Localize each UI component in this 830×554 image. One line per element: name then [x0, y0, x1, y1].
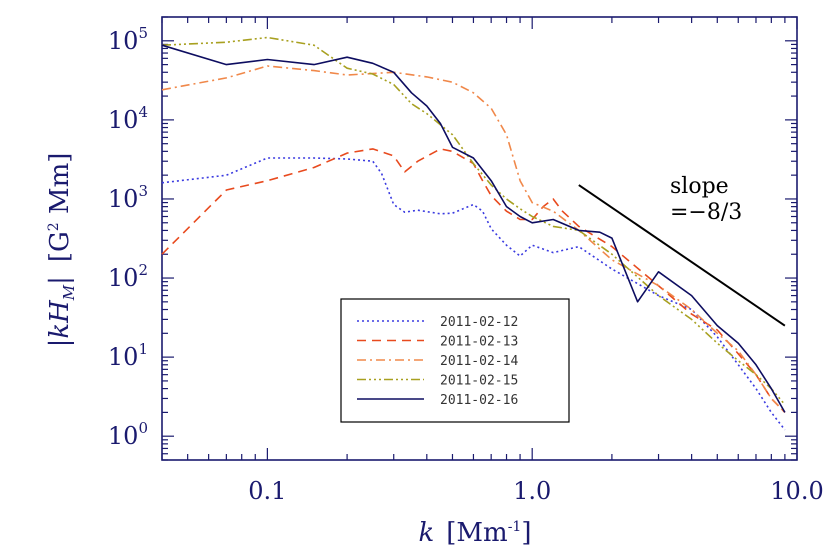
legend-label: 2011-02-14	[440, 354, 518, 369]
slope-value: =−8/3	[670, 200, 742, 225]
x-axis-title: k [Mm-1]	[419, 518, 532, 548]
plot-frame	[161, 16, 798, 461]
legend-label: 2011-02-15	[440, 374, 518, 389]
y-tick-label: 101	[108, 340, 148, 371]
series-line-2011-02-16	[161, 44, 786, 413]
y-tick-label: 100	[108, 419, 148, 450]
series-layer	[161, 36, 786, 431]
series-line-2011-02-14	[161, 65, 786, 413]
y-tick-label: 105	[108, 24, 148, 55]
legend-label: 2011-02-13	[440, 335, 518, 350]
axis-ticks: 0.1 1.0 10.0 100 101 102 103 104 105	[108, 16, 824, 505]
reference-slope-line	[578, 184, 786, 327]
reference-layer	[578, 184, 786, 327]
y-axis-title: |kHM|[G2 Mm]	[45, 153, 78, 348]
y-tick-label: 103	[108, 182, 148, 213]
legend-label: 2011-02-16	[440, 393, 518, 408]
series-line-2011-02-15	[161, 36, 786, 406]
x-tick-label: 0.1	[248, 477, 286, 505]
legend-label: 2011-02-12	[440, 315, 518, 330]
series-line-2011-02-13	[161, 148, 786, 413]
x-tick-label: 10.0	[770, 477, 823, 505]
y-tick-label: 104	[108, 103, 148, 134]
legend: 2011-02-12 2011-02-13 2011-02-14 2011-02-15…	[340, 298, 570, 423]
series-line-2011-02-12	[161, 157, 786, 431]
x-tick-label: 1.0	[513, 477, 551, 505]
slope-label: slope	[670, 174, 729, 199]
y-tick-label: 102	[108, 261, 148, 292]
